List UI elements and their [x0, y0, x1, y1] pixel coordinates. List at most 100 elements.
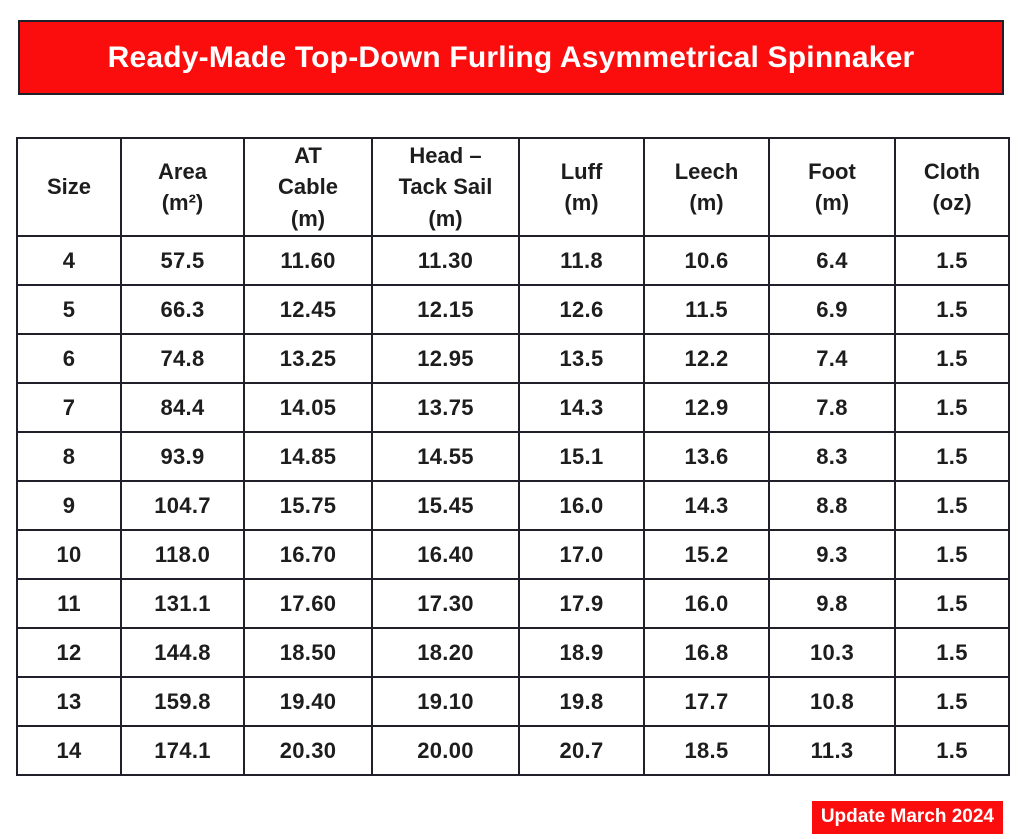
table-cell: 19.8: [518, 676, 645, 727]
table-cell: 13.5: [518, 333, 645, 384]
table-cell: 14.3: [643, 480, 770, 531]
table-cell: 15.75: [243, 480, 373, 531]
table-cell: 8.8: [768, 480, 896, 531]
table-cell: 17.30: [371, 578, 520, 629]
table-cell: 10.6: [643, 235, 770, 286]
table-cell: 8.3: [768, 431, 896, 482]
table-cell: 13.6: [643, 431, 770, 482]
table-row: 14 174.1 20.30 20.00 20.7 18.5 11.3 1.5: [16, 725, 1010, 776]
table-cell: 174.1: [120, 725, 245, 776]
table-cell: 9.8: [768, 578, 896, 629]
table-cell: 104.7: [120, 480, 245, 531]
table-row: 13 159.8 19.40 19.10 19.8 17.7 10.8 1.5: [16, 676, 1010, 727]
table-cell: 144.8: [120, 627, 245, 678]
table-row: 9 104.7 15.75 15.45 16.0 14.3 8.8 1.5: [16, 480, 1010, 531]
table-row: 7 84.4 14.05 13.75 14.3 12.9 7.8 1.5: [16, 382, 1010, 433]
table-cell: 9.3: [768, 529, 896, 580]
table-cell: 93.9: [120, 431, 245, 482]
table-cell: 14.55: [371, 431, 520, 482]
col-header-leech: Leech (m): [643, 137, 770, 237]
table-cell: 57.5: [120, 235, 245, 286]
table-cell: 13: [16, 676, 122, 727]
table-cell: 159.8: [120, 676, 245, 727]
col-header-at-cable: AT Cable (m): [243, 137, 373, 237]
table-row: 12 144.8 18.50 18.20 18.9 16.8 10.3 1.5: [16, 627, 1010, 678]
table-cell: 1.5: [894, 480, 1010, 531]
table-row: 6 74.8 13.25 12.95 13.5 12.2 7.4 1.5: [16, 333, 1010, 384]
table-cell: 13.25: [243, 333, 373, 384]
table-cell: 8: [16, 431, 122, 482]
table-cell: 17.0: [518, 529, 645, 580]
table-cell: 10: [16, 529, 122, 580]
table-cell: 14.05: [243, 382, 373, 433]
table-cell: 1.5: [894, 431, 1010, 482]
col-header-luff: Luff (m): [518, 137, 645, 237]
table-cell: 19.10: [371, 676, 520, 727]
table-row: 5 66.3 12.45 12.15 12.6 11.5 6.9 1.5: [16, 284, 1010, 335]
table-cell: 84.4: [120, 382, 245, 433]
table-cell: 1.5: [894, 578, 1010, 629]
table-cell: 11.8: [518, 235, 645, 286]
table-cell: 131.1: [120, 578, 245, 629]
table-cell: 118.0: [120, 529, 245, 580]
table-cell: 18.20: [371, 627, 520, 678]
table-cell: 12.6: [518, 284, 645, 335]
table-cell: 7.8: [768, 382, 896, 433]
table-cell: 14: [16, 725, 122, 776]
table-body: 4 57.5 11.60 11.30 11.8 10.6 6.4 1.5 5 66.3 12.45 1…: [16, 235, 1010, 776]
table-cell: 17.7: [643, 676, 770, 727]
table-cell: 1.5: [894, 333, 1010, 384]
table-cell: 11.3: [768, 725, 896, 776]
table-cell: 18.5: [643, 725, 770, 776]
table-cell: 14.3: [518, 382, 645, 433]
table-cell: 15.1: [518, 431, 645, 482]
table-row: 11 131.1 17.60 17.30 17.9 16.0 9.8 1.5: [16, 578, 1010, 629]
table-cell: 1.5: [894, 725, 1010, 776]
table-row: 4 57.5 11.60 11.30 11.8 10.6 6.4 1.5: [16, 235, 1010, 286]
table-cell: 17.9: [518, 578, 645, 629]
table-cell: 5: [16, 284, 122, 335]
table-cell: 15.2: [643, 529, 770, 580]
table-cell: 1.5: [894, 529, 1010, 580]
table-cell: 12.2: [643, 333, 770, 384]
table-cell: 16.8: [643, 627, 770, 678]
table-cell: 18.50: [243, 627, 373, 678]
title-banner: Ready-Made Top-Down Furling Asymmetrical…: [18, 20, 1004, 95]
table-cell: 13.75: [371, 382, 520, 433]
table-cell: 16.0: [643, 578, 770, 629]
col-header-size: Size: [16, 137, 122, 237]
table-cell: 6.4: [768, 235, 896, 286]
table-cell: 11: [16, 578, 122, 629]
table-cell: 6.9: [768, 284, 896, 335]
table-cell: 11.60: [243, 235, 373, 286]
table-cell: 66.3: [120, 284, 245, 335]
table-cell: 12: [16, 627, 122, 678]
table-cell: 10.8: [768, 676, 896, 727]
table-cell: 16.40: [371, 529, 520, 580]
table-cell: 11.5: [643, 284, 770, 335]
col-header-area: Area (m²): [120, 137, 245, 237]
table-cell: 12.45: [243, 284, 373, 335]
table-cell: 10.3: [768, 627, 896, 678]
spinnaker-size-table: Size Area (m²) AT Cable (m) Head – Tack …: [16, 137, 1010, 776]
table-cell: 1.5: [894, 235, 1010, 286]
table-cell: 15.45: [371, 480, 520, 531]
table-cell: 17.60: [243, 578, 373, 629]
table-row: 8 93.9 14.85 14.55 15.1 13.6 8.3 1.5: [16, 431, 1010, 482]
table-cell: 20.7: [518, 725, 645, 776]
table-cell: 16.70: [243, 529, 373, 580]
table-cell: 16.0: [518, 480, 645, 531]
table-cell: 6: [16, 333, 122, 384]
col-header-head-tack: Head – Tack Sail (m): [371, 137, 520, 237]
page-title: Ready-Made Top-Down Furling Asymmetrical…: [107, 40, 915, 74]
table-cell: 18.9: [518, 627, 645, 678]
col-header-cloth: Cloth (oz): [894, 137, 1010, 237]
table-cell: 20.30: [243, 725, 373, 776]
col-header-foot: Foot (m): [768, 137, 896, 237]
table-cell: 12.15: [371, 284, 520, 335]
table-cell: 4: [16, 235, 122, 286]
table-header-row: Size Area (m²) AT Cable (m) Head – Tack …: [16, 137, 1010, 237]
table-cell: 20.00: [371, 725, 520, 776]
table-cell: 1.5: [894, 627, 1010, 678]
